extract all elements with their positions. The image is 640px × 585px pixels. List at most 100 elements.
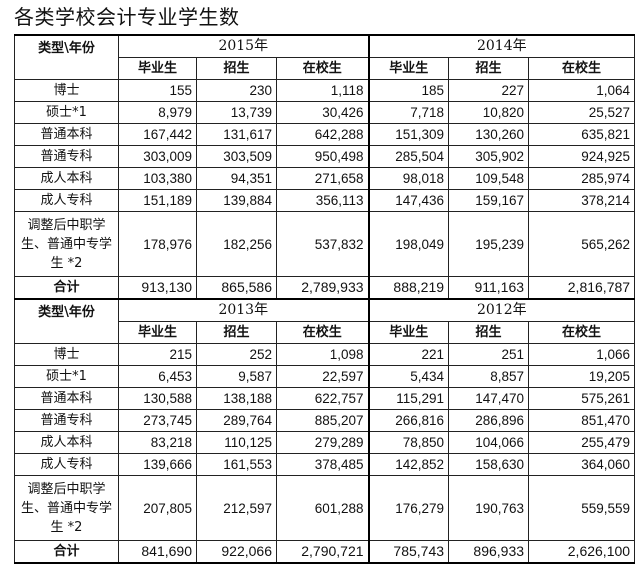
- table-row: 调整后中职学生、普通中专学生 *2 178,976 182,256 537,832 19…: [14, 211, 636, 277]
- table-row: 成人本科 83,218 110,125 279,289 78,850 104,066 255…: [14, 431, 636, 454]
- data-cell: 266,816: [367, 409, 450, 432]
- total-cell: 922,066: [196, 540, 277, 564]
- data-cell: 158,630: [448, 453, 530, 476]
- data-cell: 5,434: [367, 365, 450, 388]
- data-cell: 8,857: [448, 365, 530, 388]
- row-label: 硕士*1: [14, 365, 119, 388]
- data-cell: 109,548: [448, 167, 530, 190]
- data-cell: 19,205: [528, 365, 636, 388]
- column-header: 在校生: [275, 321, 370, 344]
- data-cell: 230: [196, 79, 277, 102]
- total-label: 合计: [14, 276, 119, 300]
- table-row: 硕士*1 8,979 13,739 30,426 7,718 10,820 25,527: [14, 101, 636, 124]
- data-cell: 195,239: [448, 211, 530, 277]
- table-row: 普通专科 303,009 303,509 950,498 285,504 305,902 9…: [14, 145, 636, 168]
- data-cell: 8,979: [118, 101, 197, 124]
- data-cell: 364,060: [528, 453, 636, 476]
- column-header: 招生: [448, 57, 530, 80]
- data-cell: 159,167: [448, 189, 530, 212]
- data-cell: 286,896: [448, 409, 530, 432]
- data-cell: 7,718: [367, 101, 450, 124]
- column-header: 毕业生: [367, 57, 450, 80]
- data-cell: 138,188: [196, 387, 277, 410]
- data-cell: 356,113: [275, 189, 370, 212]
- row-label: 普通本科: [14, 123, 119, 146]
- table-row: 成人专科 151,189 139,884 356,113 147,436 159,167 3…: [14, 189, 636, 212]
- data-cell: 147,470: [448, 387, 530, 410]
- data-cell: 130,260: [448, 123, 530, 146]
- column-header: 招生: [196, 321, 277, 344]
- data-cell: 885,207: [275, 409, 370, 432]
- data-cell: 635,821: [528, 123, 636, 146]
- data-cell: 227: [448, 79, 530, 102]
- total-cell: 911,163: [448, 276, 530, 300]
- data-cell: 147,436: [367, 189, 450, 212]
- table-row: 调整后中职学生、普通中专学生 *2 207,805 212,597 601,288 17…: [14, 475, 636, 541]
- data-cell: 271,658: [275, 167, 370, 190]
- data-cell: 6,453: [118, 365, 197, 388]
- column-header-row: 毕业生 招生 在校生 毕业生 招生 在校生: [15, 57, 636, 80]
- year-header: 2013年: [117, 298, 370, 322]
- data-cell: 161,553: [196, 453, 277, 476]
- data-cell: 255,479: [528, 431, 636, 454]
- table-row: 博士 155 230 1,118 185 227 1,064: [14, 79, 636, 102]
- data-cell: 285,974: [528, 167, 636, 190]
- data-cell: 252: [196, 343, 277, 366]
- data-cell: 273,745: [118, 409, 197, 432]
- row-label: 调整后中职学生、普通中专学生 *2: [14, 475, 119, 541]
- data-cell: 25,527: [528, 101, 636, 124]
- type-year-header: 类型\年份: [14, 34, 119, 80]
- row-label: 博士: [14, 79, 119, 102]
- column-header-row: 毕业生 招生 在校生 毕业生 招生 在校生: [15, 321, 636, 344]
- data-cell: 131,617: [196, 123, 277, 146]
- column-header: 毕业生: [118, 57, 197, 80]
- data-cell: 285,504: [367, 145, 450, 168]
- data-cell: 642,288: [275, 123, 370, 146]
- column-header: 在校生: [275, 57, 370, 80]
- data-cell: 83,218: [118, 431, 197, 454]
- data-cell: 559,559: [528, 475, 636, 541]
- data-cell: 207,805: [118, 475, 197, 541]
- total-cell: 896,933: [448, 540, 530, 564]
- table-row: 普通本科 167,442 131,617 642,288 151,309 130,260 6…: [14, 123, 636, 146]
- data-cell: 190,763: [448, 475, 530, 541]
- row-label: 普通专科: [14, 409, 119, 432]
- row-label: 调整后中职学生、普通中专学生 *2: [14, 211, 119, 277]
- total-cell: 841,690: [118, 540, 197, 564]
- data-cell: 104,066: [448, 431, 530, 454]
- year-header-row: 类型\年份 2013年 2012年: [14, 298, 636, 344]
- year-header-row: 类型\年份 2015年 2014年: [14, 34, 636, 80]
- data-cell: 303,009: [118, 145, 197, 168]
- total-cell: 2,626,100: [528, 540, 636, 564]
- data-cell: 303,509: [196, 145, 277, 168]
- total-row: 合计 841,690 922,066 2,790,721 785,743 896,933 2…: [14, 540, 636, 564]
- data-cell: 215: [118, 343, 197, 366]
- column-header: 毕业生: [118, 321, 197, 344]
- data-cell: 212,597: [196, 475, 277, 541]
- total-cell: 888,219: [367, 276, 450, 300]
- row-label: 博士: [14, 343, 119, 366]
- data-cell: 98,018: [367, 167, 450, 190]
- row-label: 成人本科: [14, 167, 119, 190]
- data-cell: 1,066: [528, 343, 636, 366]
- table-row: 普通专科 273,745 289,764 885,207 266,816 286,896 8…: [14, 409, 636, 432]
- total-cell: 2,816,787: [528, 276, 636, 300]
- data-cell: 176,279: [367, 475, 450, 541]
- data-cell: 251: [448, 343, 530, 366]
- table-row: 成人专科 139,666 161,553 378,485 142,852 158,630 3…: [14, 453, 636, 476]
- total-label: 合计: [14, 540, 119, 564]
- data-cell: 1,098: [275, 343, 370, 366]
- data-cell: 151,189: [118, 189, 197, 212]
- row-label: 成人本科: [14, 431, 119, 454]
- total-cell: 2,790,721: [275, 540, 370, 564]
- data-cell: 10,820: [448, 101, 530, 124]
- data-cell: 185: [367, 79, 450, 102]
- data-cell: 182,256: [196, 211, 277, 277]
- table-row: 成人本科 103,380 94,351 271,658 98,018 109,548 285…: [14, 167, 636, 190]
- data-cell: 924,925: [528, 145, 636, 168]
- total-cell: 2,789,933: [275, 276, 370, 300]
- column-header: 招生: [196, 57, 277, 80]
- data-cell: 950,498: [275, 145, 370, 168]
- total-cell: 913,130: [118, 276, 197, 300]
- total-cell: 785,743: [367, 540, 450, 564]
